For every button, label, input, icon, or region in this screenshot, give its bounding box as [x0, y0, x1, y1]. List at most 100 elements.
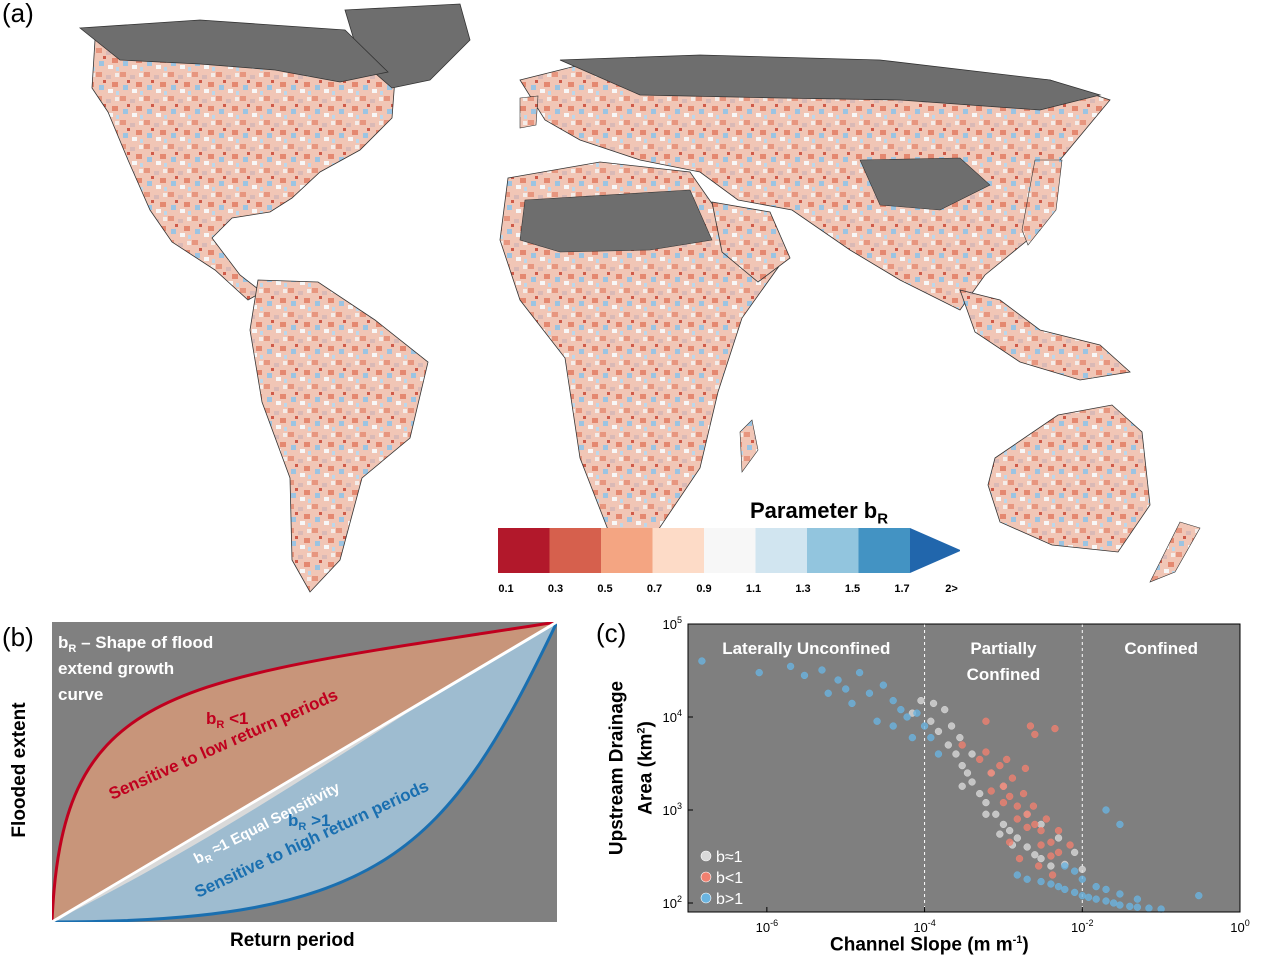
data-point-series-0: [963, 769, 972, 777]
data-point-series-2: [1037, 877, 1045, 886]
data-point-series-0: [999, 820, 1008, 829]
madagascar: [739, 419, 759, 473]
x-tick-label: 10-6: [756, 918, 778, 935]
data-point-series-1: [987, 769, 995, 777]
data-point-series-0: [956, 733, 964, 742]
new-zealand: [1149, 521, 1201, 583]
colorbar-swatch-6: [807, 528, 859, 573]
data-point-series-2: [1102, 897, 1110, 905]
data-point-series-0: [947, 722, 956, 730]
data-point-series-0: [934, 727, 943, 736]
data-point-series-2: [1054, 882, 1063, 891]
data-point-series-0: [1070, 848, 1079, 857]
data-point-series-1: [1048, 871, 1057, 879]
data-point-series-2: [927, 733, 935, 742]
data-point-series-1: [958, 741, 966, 749]
data-point-series-2: [698, 657, 706, 665]
zone-label-3: Confined: [1124, 639, 1198, 658]
data-point-series-0: [1013, 834, 1021, 842]
panel-c-xlabel: Channel Slope (m m-1): [830, 934, 1029, 956]
legend-marker-2: [700, 892, 712, 904]
continents: [78, 3, 1201, 593]
panel-b-ylabel: Flooded extent: [9, 702, 30, 838]
data-point-series-2: [824, 689, 832, 697]
panel-b-title-line2: extend growth: [58, 659, 174, 678]
colorbar-tick-label: 1.3: [795, 583, 811, 595]
colorbar-tick-label: 0.3: [547, 583, 564, 595]
colorbar-tick-label: 2>: [945, 583, 958, 595]
colorbar-tick-label: 1.1: [745, 583, 762, 595]
data-point-series-2: [1133, 895, 1142, 903]
colorbar-tick-label: 0.9: [696, 583, 712, 595]
data-point-series-2: [842, 685, 850, 693]
data-point-series-0: [982, 798, 990, 807]
australia: [987, 404, 1151, 553]
colorbar-swatch-2: [601, 528, 653, 573]
colorbar-title: Parameter bR: [750, 498, 889, 528]
data-point-series-1: [1047, 838, 1055, 846]
data-point-series-2: [1195, 891, 1203, 900]
africa: [499, 161, 783, 546]
data-point-series-0: [1078, 865, 1086, 873]
data-point-series-1: [1006, 792, 1014, 801]
data-point-series-2: [1061, 885, 1069, 894]
data-point-series-1: [1066, 841, 1074, 849]
data-point-series-2: [903, 713, 911, 721]
data-point-series-1: [1051, 724, 1059, 733]
data-point-series-0: [1037, 820, 1045, 829]
data-point-series-2: [1116, 820, 1124, 829]
high-return-label: bR >1: [288, 811, 330, 833]
data-point-series-2: [834, 676, 842, 684]
data-point-series-1: [1023, 810, 1031, 818]
sahara: [519, 189, 713, 253]
data-point-series-2: [1157, 905, 1165, 913]
data-point-series-2: [1013, 871, 1021, 879]
panel-b-xlabel: Return period: [230, 930, 355, 951]
data-point-series-2: [1126, 902, 1134, 911]
panel-b-title-line3: curve: [58, 685, 103, 704]
data-point-series-0: [917, 696, 925, 705]
data-point-series-2: [1102, 885, 1110, 894]
zone-label-1: Partially: [970, 639, 1037, 658]
data-point-series-2: [1116, 901, 1124, 909]
data-point-series-0: [1006, 826, 1014, 835]
data-point-series-1: [987, 787, 995, 795]
colorbar-swatch-1: [549, 528, 601, 573]
data-point-series-1: [1042, 815, 1050, 823]
data-point-series-2: [800, 671, 809, 680]
data-point-series-2: [1092, 882, 1100, 891]
data-point-series-0: [941, 705, 949, 714]
zone-label-0: Laterally Unconfined: [722, 639, 890, 658]
data-point-series-0: [996, 830, 1004, 838]
data-point-series-2: [848, 699, 856, 708]
panel-b-title-line1: bR – Shape of flood: [58, 633, 213, 655]
data-point-series-1: [1054, 848, 1063, 857]
southeast-asia: [959, 289, 1131, 381]
uk: [519, 95, 539, 129]
legend-label-1: b<1: [716, 870, 743, 887]
data-point-series-2: [934, 750, 943, 758]
x-tick-label: 100: [1230, 918, 1249, 935]
panel-c-label: (c): [596, 618, 627, 648]
data-point-series-2: [1078, 875, 1086, 883]
data-point-series-1: [982, 717, 990, 725]
data-point-series-0: [958, 761, 966, 770]
data-point-series-0: [1037, 854, 1045, 863]
colorbar-tick-label: 0.5: [597, 583, 613, 595]
data-point-series-0: [976, 789, 984, 798]
data-point-series-1: [1029, 802, 1038, 810]
data-point-series-2: [889, 722, 897, 730]
data-point-series-2: [1023, 875, 1031, 883]
data-point-series-1: [1047, 852, 1055, 860]
data-point-series-2: [897, 705, 905, 714]
panel-c-ylabel: Upstream Drainage Area (km2): [606, 680, 657, 856]
data-point-series-1: [1031, 730, 1039, 739]
data-point-series-0: [1031, 851, 1039, 859]
data-point-series-1: [1023, 823, 1031, 832]
south-america: [249, 279, 429, 593]
x-tick-label: 10-4: [913, 918, 935, 935]
data-point-series-2: [913, 709, 921, 717]
data-point-series-1: [1054, 826, 1063, 835]
panel-a-label: (a): [2, 0, 34, 28]
plot-frame: [687, 623, 1241, 913]
